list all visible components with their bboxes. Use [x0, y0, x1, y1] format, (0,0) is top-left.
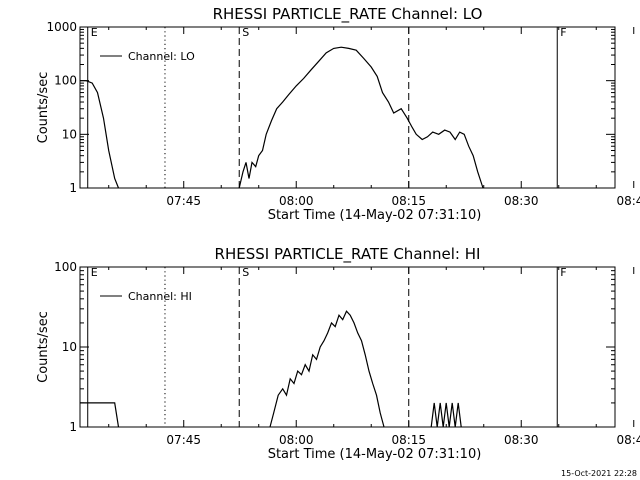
legend-label: Channel: LO [128, 50, 195, 63]
y-tick-label: 100 [54, 74, 77, 88]
event-label: S [242, 266, 249, 279]
y-axis-label: Counts/sec [36, 72, 51, 144]
series-line [80, 402, 120, 428]
x-tick-label: 08:15 [391, 433, 426, 447]
x-axis-label: Start Time (14-May-02 07:31:10) [268, 447, 482, 462]
event-label: F [560, 26, 566, 39]
series-line [80, 80, 120, 189]
x-tick-label: 08:30 [504, 433, 539, 447]
y-tick-label: 1 [69, 420, 77, 434]
series-line [238, 46, 484, 189]
footer-timestamp: 15-Oct-2021 22:28 [561, 469, 637, 478]
x-tick-label: 08:00 [279, 433, 314, 447]
y-tick-label: 10 [62, 127, 77, 141]
y-tick-label: 1 [69, 181, 77, 195]
event-label: F [560, 266, 566, 279]
x-tick-label: 07:45 [166, 194, 201, 208]
series-line [430, 402, 462, 428]
x-tick-label: 08:30 [504, 194, 539, 208]
x-tick-label: 08:45 [616, 433, 640, 447]
x-axis-label: Start Time (14-May-02 07:31:10) [268, 208, 482, 223]
x-tick-label: 08:00 [279, 194, 314, 208]
y-tick-label: 1000 [46, 20, 77, 34]
y-tick-label: 10 [62, 340, 77, 354]
x-tick-label: 07:45 [166, 433, 201, 447]
plot-frame [79, 26, 616, 189]
chart-title: RHESSI PARTICLE_RATE Channel: HI [215, 245, 481, 264]
y-tick-label: 100 [54, 260, 77, 274]
event-label: E [91, 266, 98, 279]
series-line [269, 310, 385, 428]
legend-label: Channel: HI [128, 290, 192, 303]
chart-title: RHESSI PARTICLE_RATE Channel: LO [213, 5, 483, 24]
event-label: E [91, 26, 98, 39]
x-tick-label: 08:15 [391, 194, 426, 208]
y-axis-label: Counts/sec [36, 311, 51, 383]
x-tick-label: 08:45 [616, 194, 640, 208]
event-label: S [242, 26, 249, 39]
